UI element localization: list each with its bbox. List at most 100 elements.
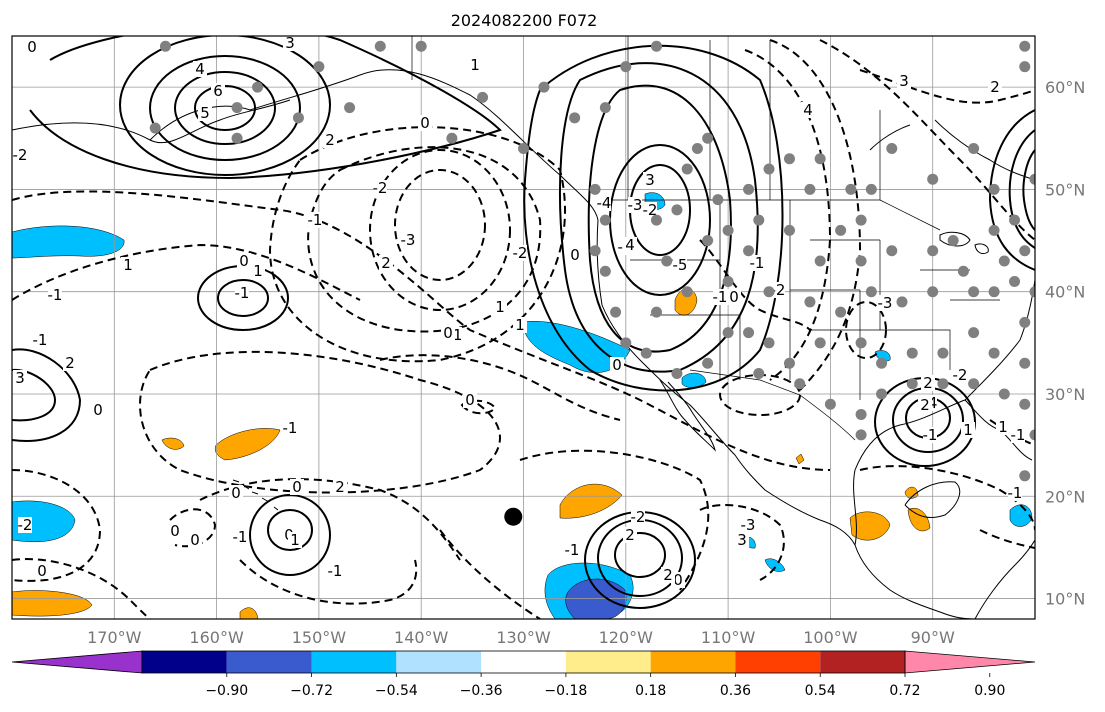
- contour-label: -1: [750, 254, 765, 272]
- contour-label-bg: [923, 427, 937, 443]
- contour-ridge-5: [523, 44, 784, 392]
- contour-label: -2: [771, 281, 786, 299]
- station-dot: [855, 255, 867, 267]
- orange-region-9: [239, 607, 259, 619]
- station-dot: [650, 306, 662, 318]
- blue-region-west-1: [12, 225, 125, 259]
- station-dot: [589, 245, 601, 257]
- contour-label-bg: [283, 420, 297, 436]
- station-dot: [876, 357, 888, 369]
- contour-label-bg: [623, 237, 637, 253]
- lat-tick-label: 20°N: [1045, 487, 1085, 506]
- station-dot: [743, 183, 755, 195]
- station-dot: [691, 143, 703, 155]
- station-dot: [599, 102, 611, 114]
- contour-label-bg: [643, 172, 657, 188]
- political-borders: [411, 36, 1000, 441]
- station-dot: [865, 286, 877, 298]
- contour-label-bg: [996, 419, 1010, 435]
- station-dot: [1029, 173, 1035, 185]
- station-dot: [538, 81, 550, 93]
- station-dot: [702, 235, 714, 247]
- station-dot: [783, 357, 795, 369]
- contour-label-bg: [198, 105, 212, 121]
- colorbar-tick-label: −0.18: [544, 683, 587, 699]
- lat-tick-label: 50°N: [1045, 180, 1085, 199]
- contour-label: 2: [663, 566, 673, 584]
- station-dot: [610, 306, 622, 318]
- contour-label-bg: [610, 357, 624, 373]
- contour-label: 2: [65, 354, 75, 372]
- contour-label: -3: [878, 294, 893, 312]
- blue-region-small-2: [764, 558, 786, 572]
- coastline-yucatan: [904, 481, 961, 518]
- station-dot: [1029, 286, 1035, 298]
- contour-high-ne-1: [988, 109, 1035, 271]
- station-dot: [640, 347, 652, 359]
- contour-ak-3: [149, 55, 301, 161]
- contour-low-south-4: [169, 508, 217, 548]
- station-dot: [855, 337, 867, 349]
- latitude-ticks: 60°N 50°N 40°N 30°N 20°N 10°N: [1045, 78, 1085, 608]
- station-dot: [1009, 275, 1021, 287]
- contour-label-bg: [237, 253, 251, 269]
- contour-label: 4: [625, 236, 635, 254]
- station-dot: [968, 327, 980, 339]
- contour-label: 1: [515, 316, 525, 334]
- lon-tick-label: 170°W: [87, 628, 142, 647]
- lat-tick-label: 30°N: [1045, 385, 1085, 404]
- contour-label-bg: [597, 195, 611, 211]
- contour-label: -3: [741, 516, 756, 534]
- contour-label-bg: [513, 317, 527, 333]
- contour-label-bg: [713, 289, 727, 305]
- station-dot: [947, 235, 959, 247]
- contour-high-ne-2: [1008, 129, 1035, 249]
- coastline-alaska: [12, 69, 599, 221]
- station-dot: [722, 327, 734, 339]
- contour-label: 0: [239, 252, 249, 270]
- contour-high-sub-3: [267, 509, 313, 551]
- colorbar-segment: [311, 651, 397, 673]
- contour-label: 1: [963, 421, 973, 439]
- contour-low-trough-3: [819, 39, 1035, 241]
- contour-label-bg: [493, 299, 507, 315]
- colorbar-tick-label: −0.90: [205, 683, 248, 699]
- contour-low-south-1: [519, 449, 710, 591]
- contour-label-bg: [953, 367, 967, 383]
- contour-label-bg: [513, 245, 527, 261]
- station-dot: [650, 214, 662, 226]
- contour-label-bg: [290, 479, 304, 495]
- station-dot: [998, 255, 1010, 267]
- colorbar-tick-label: −0.54: [375, 683, 418, 699]
- hawaii-islands: [232, 479, 279, 511]
- station-dot: [620, 337, 632, 349]
- contour-low-trough-5: [699, 239, 811, 331]
- colorbar-tick-label: −0.72: [290, 683, 333, 699]
- station-dot: [477, 91, 489, 103]
- contour-label: -1: [713, 288, 728, 306]
- colorbar-frame: [141, 650, 906, 674]
- colorbar-ticks: −0.90 −0.72 −0.54 −0.36 −0.18 0.18 0.36 0.54 0.7…: [205, 673, 1005, 699]
- coastline-west-us: [596, 219, 976, 619]
- contour-label-bg: [168, 523, 182, 539]
- contour-label-bg: [35, 563, 49, 579]
- contour-label: 1: [998, 418, 1008, 436]
- contour-label: -1: [565, 541, 580, 559]
- station-dot: [231, 132, 243, 144]
- contour-low-south-5: [239, 559, 418, 605]
- contour-label: 3: [737, 531, 747, 549]
- contour-label-bg: [735, 532, 749, 548]
- marker-point: [504, 507, 523, 526]
- border-us-canada-east: [879, 199, 941, 231]
- station-dot: [927, 286, 939, 298]
- contour-label: 0: [170, 522, 180, 540]
- contour-low-trough-2: [769, 39, 862, 391]
- station-dot: [743, 327, 755, 339]
- contour-low-wide-3: [12, 243, 361, 301]
- contour-label: -1: [923, 426, 938, 444]
- contour-label-bg: [878, 295, 892, 311]
- station-dot: [681, 163, 693, 175]
- station-dot: [804, 296, 816, 308]
- contour-label-bg: [727, 289, 741, 305]
- contour-label: 2: [990, 78, 1000, 96]
